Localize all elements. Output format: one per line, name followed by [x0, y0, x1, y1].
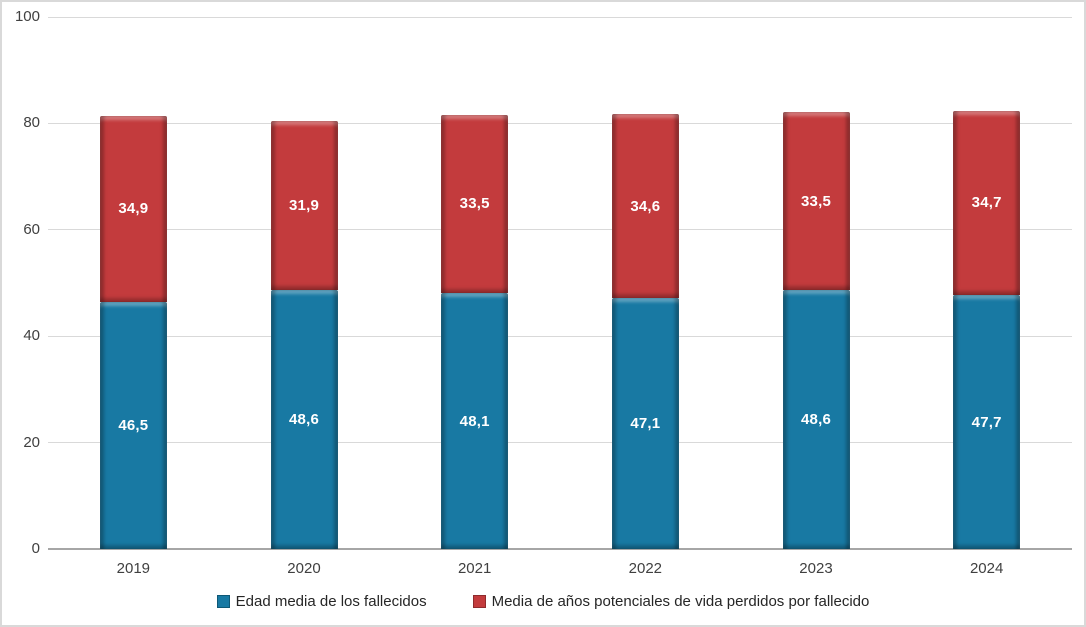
legend-label: Media de años potenciales de vida perdid… — [491, 593, 870, 610]
bar-value-label: 33,5 — [459, 195, 490, 213]
y-axis-tick-label: 0 — [31, 540, 40, 557]
bar-value-label: 33,5 — [801, 192, 831, 210]
bar-segment-2021-series-1: 33,5 — [441, 114, 509, 294]
y-axis-tick-label: 60 — [23, 220, 40, 238]
y-axis-tick-label: 40 — [23, 327, 40, 345]
x-axis-label-2022: 2022 — [628, 560, 663, 577]
y-axis-tick-label: 80 — [23, 114, 40, 132]
bar-segment-2021-series-0: 48,1 — [441, 293, 509, 549]
y-axis-tick-label: 20 — [23, 433, 40, 451]
x-axis-label-2021: 2021 — [457, 560, 492, 577]
legend-swatch-icon — [216, 595, 230, 608]
gridline-y-20 — [48, 442, 1072, 444]
gridline-y-60 — [48, 229, 1072, 231]
bar-value-label: 47,7 — [971, 413, 1002, 431]
bar-segment-2024-series-0: 47,7 — [953, 295, 1021, 549]
bar-value-label: 34,7 — [971, 194, 1002, 212]
legend-label: Edad media de los fallecidos — [235, 593, 427, 610]
bar-value-label: 46,5 — [118, 416, 149, 434]
bar-segment-2023-series-0: 48,6 — [782, 290, 850, 549]
x-axis-label-2020: 2020 — [287, 560, 321, 577]
gridline-y-40 — [48, 335, 1072, 337]
bar-segment-2019-series-1: 34,9 — [99, 115, 167, 302]
bar-value-label: 34,6 — [630, 197, 661, 215]
bar-value-label: 48,6 — [289, 411, 319, 429]
gridline-y-80 — [48, 122, 1072, 124]
bar-value-label: 48,1 — [459, 412, 490, 430]
bar-segment-2023-series-1: 33,5 — [782, 112, 850, 291]
bar-segment-2022-series-0: 47,1 — [611, 298, 679, 549]
y-axis-tick-label: 100 — [14, 8, 40, 25]
legend-item-0: Edad media de los fallecidos — [216, 593, 427, 610]
legend-item-1: Media de años potenciales de vida perdid… — [472, 593, 870, 610]
x-axis-label-2024: 2024 — [969, 560, 1004, 577]
legend: Edad media de los fallecidos Media de año… — [2, 593, 1084, 610]
bar-segment-2020-series-0: 48,6 — [270, 290, 338, 549]
legend-swatch-icon — [472, 595, 486, 608]
x-axis-label-2019: 2019 — [116, 560, 151, 577]
bar-value-label: 48,6 — [801, 411, 831, 429]
bar-value-label: 31,9 — [289, 197, 319, 215]
bar-value-label: 34,9 — [118, 200, 149, 218]
bar-segment-2022-series-1: 34,6 — [611, 114, 679, 299]
bar-segment-2024-series-1: 34,7 — [953, 110, 1021, 296]
bar-segment-2020-series-1: 31,9 — [270, 120, 338, 291]
bar-value-label: 47,1 — [630, 415, 661, 433]
x-axis-label-2023: 2023 — [799, 560, 833, 577]
gridline-y-100 — [48, 16, 1072, 18]
x-axis-line — [48, 548, 1072, 550]
bar-segment-2019-series-0: 46,5 — [99, 301, 167, 549]
